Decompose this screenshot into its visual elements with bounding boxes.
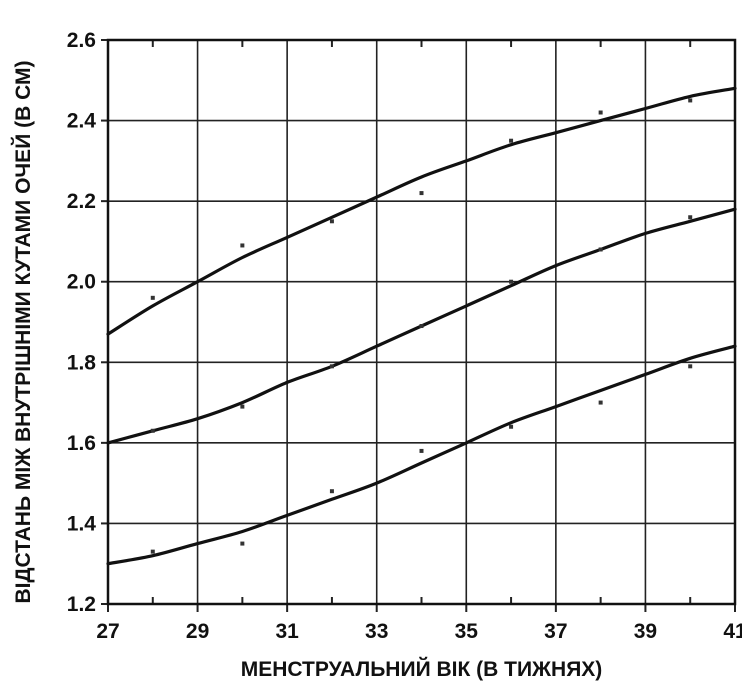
data-point: [688, 364, 693, 369]
data-point: [419, 191, 424, 196]
data-point: [688, 215, 693, 220]
data-point: [150, 428, 155, 433]
data-point: [598, 110, 603, 115]
y-axis-title: ВІДСТАНЬ МІЖ ВНУТРІШНІМИ КУТАМИ ОЧЕЙ (В …: [11, 61, 35, 604]
grid-layer: [107, 39, 736, 605]
x-tick-label: 39: [634, 620, 657, 643]
x-tick-label: 35: [455, 620, 479, 643]
data-point: [598, 247, 603, 252]
y-tick-label: 2.0: [67, 271, 96, 294]
data-point: [329, 219, 334, 224]
label-layer: 1.2 1.4 1.6 1.8 2.0 2.2 2.4 2.6 27 29 31 33 35 37 39 41: [67, 29, 742, 643]
y-tick-label: 2.2: [67, 190, 96, 213]
y-tick-label: 2.4: [67, 110, 97, 133]
data-point: [150, 549, 155, 554]
x-tick-label: 31: [275, 620, 299, 643]
y-tick-label: 1.2: [67, 593, 96, 616]
data-point: [419, 448, 424, 453]
series-line-1: [106, 86, 737, 336]
x-tick-label: 41: [723, 620, 742, 643]
data-point: [150, 295, 155, 300]
x-tick-label: 27: [96, 620, 119, 643]
x-tick-label: 33: [365, 620, 388, 643]
data-point: [329, 489, 334, 494]
data-point: [598, 400, 603, 405]
data-point: [509, 424, 514, 429]
data-point: [509, 279, 514, 284]
y-tick-label: 1.6: [67, 432, 96, 455]
data-point: [240, 243, 245, 248]
data-point: [240, 541, 245, 546]
data-point: [509, 138, 514, 143]
y-tick-label: 1.8: [67, 351, 97, 374]
data-point: [688, 98, 693, 103]
y-tick-label: 2.6: [67, 29, 96, 52]
data-point: [329, 364, 334, 369]
plot-frame: [106, 38, 737, 606]
data-point: [240, 404, 245, 409]
x-axis-title: МЕНСТРУАЛЬНИЙ ВІК (В ТИЖНЯХ): [241, 657, 603, 681]
x-tick-label: 37: [544, 620, 567, 643]
point-layer: [150, 98, 693, 554]
data-point: [419, 324, 424, 329]
series-line-3: [106, 344, 737, 566]
y-tick-label: 1.4: [67, 512, 97, 535]
x-tick-label: 29: [186, 620, 209, 643]
